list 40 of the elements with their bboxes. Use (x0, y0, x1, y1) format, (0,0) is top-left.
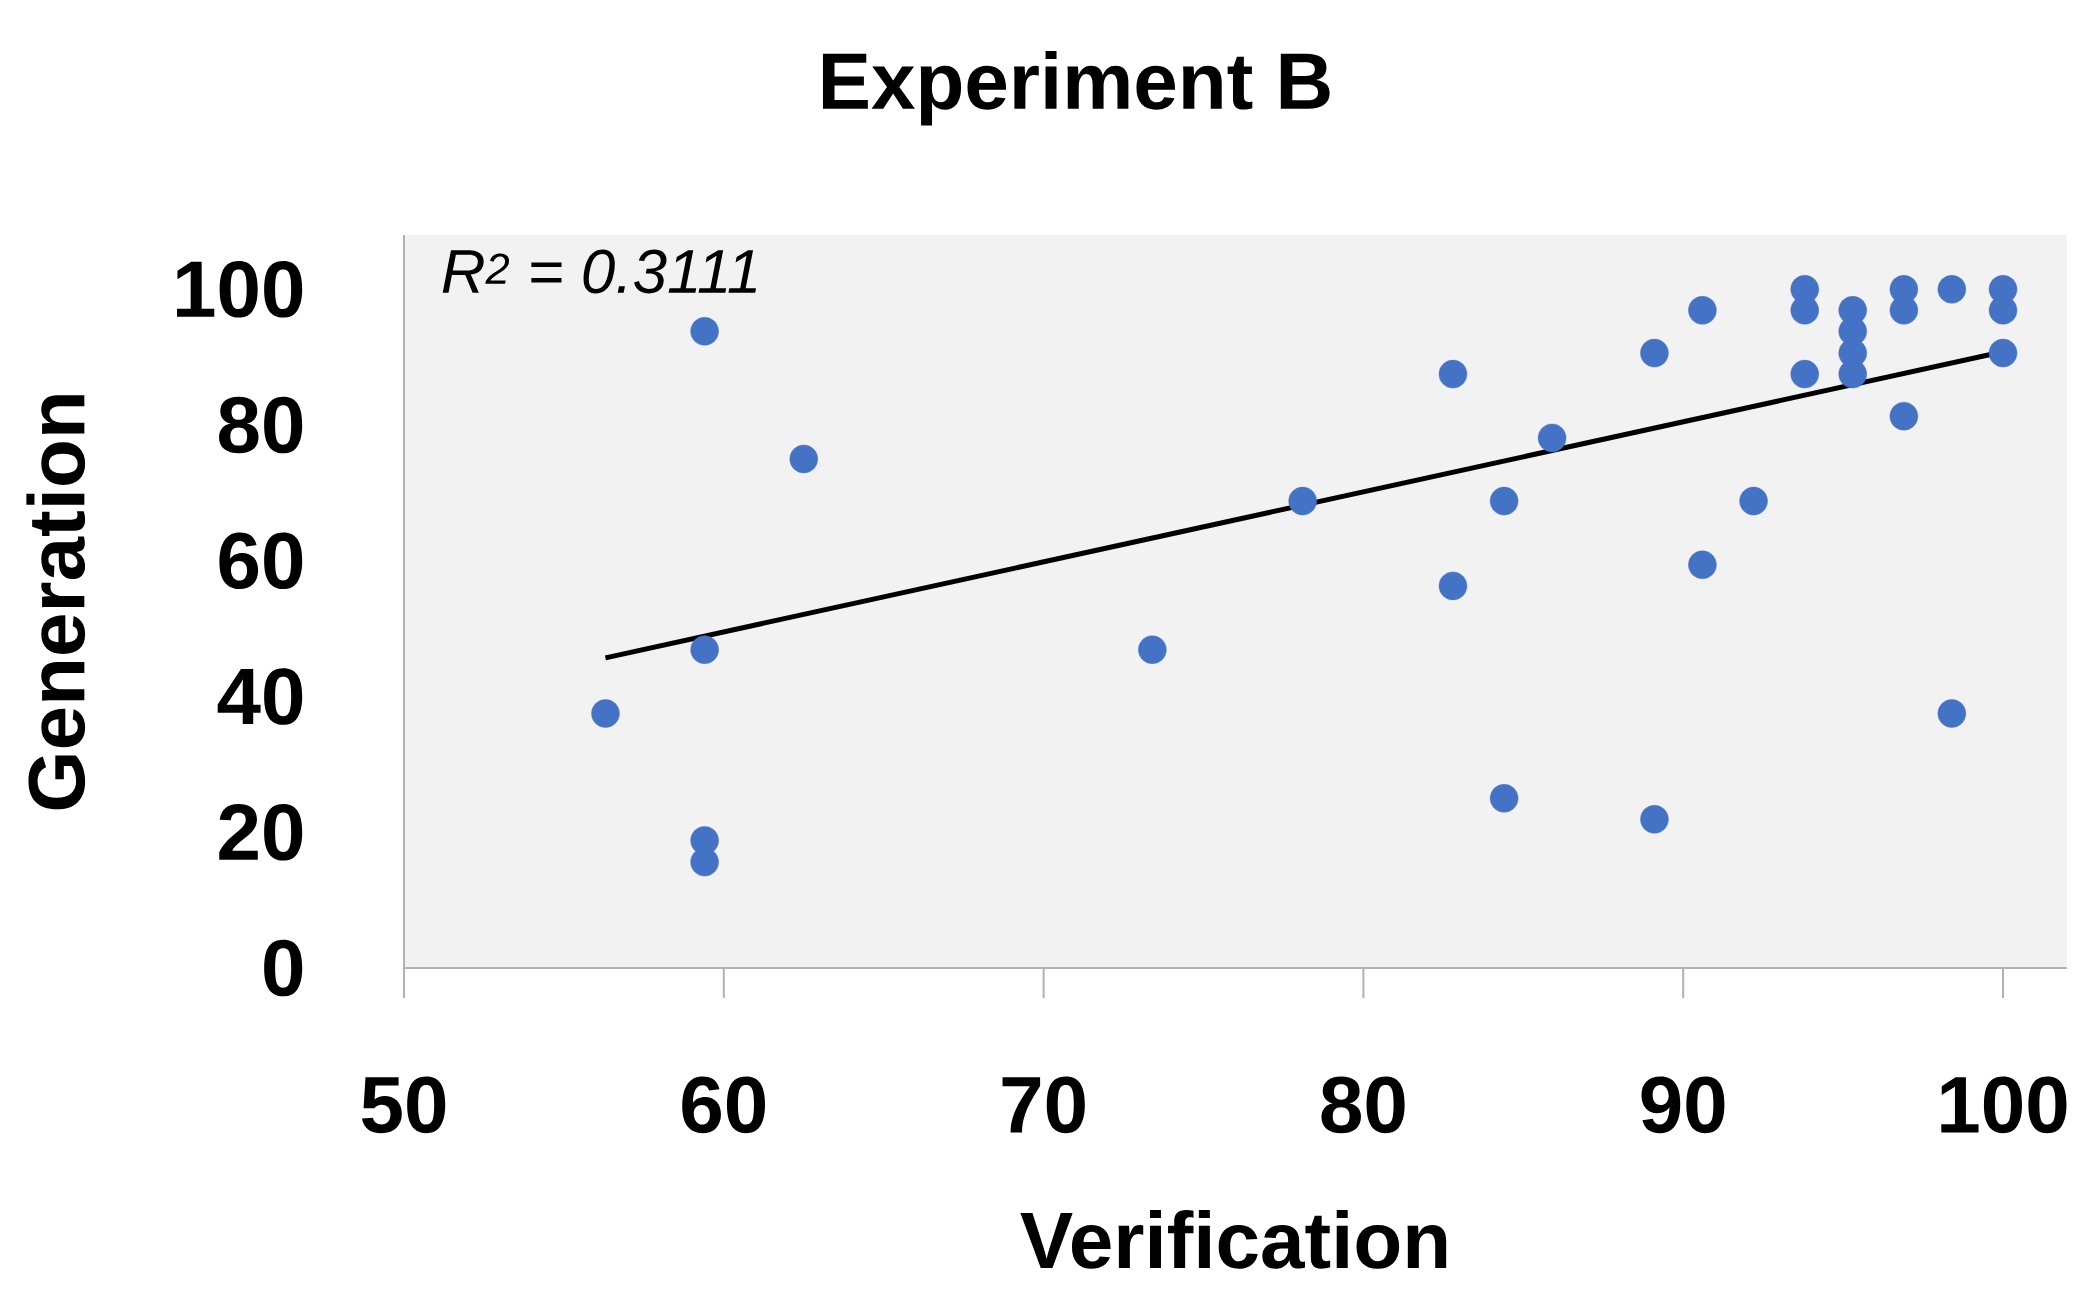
x-tick-label: 50 (361, 1076, 446, 1134)
y-tick-label: 60 (219, 532, 303, 590)
point (591, 699, 620, 728)
y-axis-title: Generation (26, 395, 86, 810)
y-tick-label: 80 (219, 396, 303, 454)
point (1988, 296, 2018, 325)
y-tick-label: 0 (264, 939, 303, 997)
point (789, 444, 818, 474)
x-tick-label: 80 (1321, 1076, 1405, 1134)
point (1537, 423, 1567, 453)
point (1489, 784, 1519, 813)
point (1489, 486, 1519, 516)
y-tick-label: 20 (219, 803, 303, 861)
point (1438, 571, 1468, 601)
point (1937, 275, 1967, 304)
point (1688, 296, 1717, 325)
y-tick-label: 100 (177, 260, 303, 318)
point (1790, 296, 1819, 325)
point (1889, 296, 1919, 325)
point (1790, 359, 1819, 389)
point (1438, 359, 1468, 389)
point (690, 317, 719, 346)
x-tick-label: 60 (682, 1076, 766, 1134)
x-axis-title: Verification (1020, 1210, 1447, 1269)
point (1688, 550, 1717, 580)
x-tick-label: 90 (1641, 1076, 1725, 1134)
chart-title: Experiment B (822, 50, 1330, 126)
x-tick-label: 70 (1002, 1076, 1085, 1134)
point (1138, 635, 1167, 664)
point (690, 635, 719, 664)
point (1739, 486, 1768, 516)
point (1640, 338, 1669, 368)
point (1640, 805, 1669, 834)
point (1988, 338, 2018, 368)
point (1937, 699, 1967, 728)
point (1288, 486, 1317, 516)
x-tick-label: 100 (1941, 1076, 2067, 1134)
y-tick-label: 40 (217, 668, 303, 725)
point (1889, 402, 1919, 431)
annotation: R$^{2}$ = 0.3111 (442, 249, 757, 294)
